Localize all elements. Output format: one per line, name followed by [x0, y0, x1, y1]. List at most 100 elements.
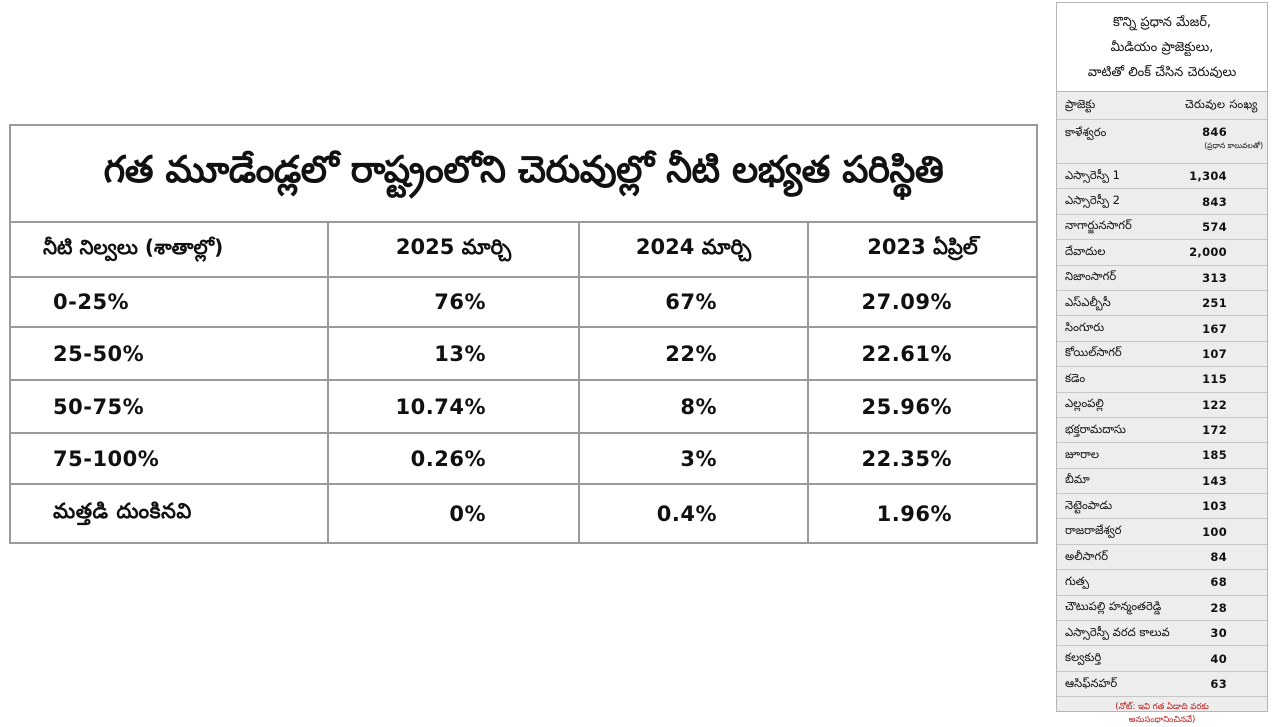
- project-name: బీమా: [1065, 472, 1090, 487]
- value-2025: 10.74%: [329, 381, 580, 432]
- value-2023: 22.61%: [861, 341, 952, 366]
- lake-count: 115: [1202, 372, 1227, 387]
- lake-count: 30: [1210, 626, 1227, 641]
- list-item: నిజాంసాగర్ 313: [1057, 266, 1267, 291]
- value-2023: 25.96%: [861, 394, 952, 419]
- project-name: కడెం: [1065, 370, 1086, 385]
- lake-count: 40: [1210, 651, 1227, 666]
- list-item: ఎస్ఎల్బీసీ 251: [1057, 291, 1267, 317]
- value-2024: 3%: [580, 434, 809, 483]
- project-name: సింగూరు: [1065, 320, 1105, 335]
- project-name: భక్తరామదాసు: [1065, 421, 1126, 436]
- lake-count: 84: [1210, 550, 1227, 565]
- row-label: 25-50%: [11, 328, 329, 379]
- value-2025: 0.26%: [329, 434, 580, 483]
- side-title-line: మీడియం ప్రాజెక్టులు,: [1110, 39, 1214, 55]
- lake-count: 143: [1202, 473, 1227, 488]
- project-name: నెట్టెంపాడు: [1065, 497, 1113, 512]
- lake-count: 68: [1210, 575, 1227, 590]
- project-name: నిజాంసాగర్: [1065, 269, 1117, 284]
- project-name: దేవాదుల: [1065, 243, 1106, 258]
- list-item: ఎస్సారెస్పీ 2 843: [1057, 189, 1267, 215]
- list-item: కల్వకుర్తి 40: [1057, 646, 1267, 672]
- table-title: గత మూడేండ్లలో రాష్ట్రంలోని చెరువుల్లో నీ…: [11, 126, 1036, 223]
- table-row: మత్తడి దుంకినవి 0% 0.4% 1.96%: [11, 485, 1036, 542]
- lake-count: 172: [1202, 423, 1227, 438]
- project-name: ఎస్సారెస్పీ 2: [1065, 193, 1120, 208]
- side-panel-header: ప్రాజెక్టు చెరువుల సంఖ్య: [1057, 92, 1267, 120]
- header-2024-march: 2024 మార్చి: [580, 223, 809, 276]
- header-2025-march: 2025 మార్చి: [329, 223, 580, 276]
- project-name: ఎస్ఎల్బీసీ: [1065, 294, 1111, 309]
- lake-count: 103: [1202, 499, 1227, 514]
- project-name: ఎస్సారెస్పీ వరద కాలువ: [1065, 624, 1170, 639]
- lake-count: 1,304: [1189, 169, 1227, 184]
- project-name: కాళేశ్వరం: [1065, 125, 1107, 139]
- project-name: రాజరాజేశ్వర: [1065, 523, 1122, 538]
- project-name: ఎస్సారెస్పీ 1: [1065, 167, 1120, 182]
- header-lake-count: చెరువుల సంఖ్య: [1185, 97, 1258, 111]
- project-name: కోయిల్‌సాగర్: [1065, 345, 1122, 360]
- table-row: 75-100% 0.26% 3% 22.35%: [11, 434, 1036, 485]
- value-2024: 22%: [580, 328, 809, 379]
- project-name: జూరాల: [1065, 446, 1100, 461]
- value-2024: 0.4%: [580, 485, 809, 542]
- lake-count: 185: [1202, 448, 1227, 463]
- side-title-line: వాటితో లింక్ చేసిన చెరువులు: [1087, 64, 1237, 80]
- project-name: ఆసిఫ్‌నహర్: [1065, 675, 1118, 690]
- project-name: గుత్ప: [1065, 573, 1090, 588]
- lake-count: 843: [1202, 194, 1227, 209]
- value-2025: 13%: [329, 328, 580, 379]
- list-item: కోయిల్‌సాగర్ 107: [1057, 342, 1267, 368]
- header-2023-april: 2023 ఏప్రిల్: [867, 234, 978, 259]
- side-panel-title: కొన్ని ప్రధాన మేజర్, మీడియం ప్రాజెక్టులు…: [1057, 3, 1267, 92]
- row-label: మత్తడి దుంకినవి: [11, 485, 329, 542]
- lake-count: 313: [1202, 270, 1227, 285]
- list-item: చౌటుపల్లి హన్మంతరెడ్డి 28: [1057, 596, 1267, 622]
- header-project: ప్రాజెక్టు: [1065, 97, 1096, 111]
- list-item: ఎస్సారెస్పీ 1 1,304: [1057, 164, 1267, 190]
- row-label: 75-100%: [11, 434, 329, 483]
- note-line: (నోట్: ఇవి గత ఏడాది వరకు: [1115, 702, 1209, 713]
- count-note: (ప్రధాన కాలువలతో): [1204, 141, 1263, 150]
- note-line: అనుసంధానించినవే): [1128, 715, 1196, 726]
- projects-side-panel: కొన్ని ప్రధాన మేజర్, మీడియం ప్రాజెక్టులు…: [1056, 2, 1268, 725]
- value-2023: 22.35%: [861, 446, 952, 471]
- table-row: 25-50% 13% 22% 22.61%: [11, 328, 1036, 381]
- table-row: 0-25% 76% 67% 27.09%: [11, 278, 1036, 328]
- project-name: అలీసాగర్: [1065, 548, 1109, 563]
- lake-count: 63: [1210, 677, 1227, 691]
- list-item: సింగూరు 167: [1057, 316, 1267, 342]
- lake-count: 2,000: [1189, 245, 1227, 260]
- list-item: ఆసిఫ్‌నహర్ 63: [1057, 672, 1267, 698]
- lake-count: 100: [1202, 524, 1227, 539]
- table-row: 50-75% 10.74% 8% 25.96%: [11, 381, 1036, 434]
- lake-count: 574: [1202, 219, 1227, 234]
- header-storage-percent: నీటి నిల్వలు (శాతాల్లో): [11, 223, 329, 276]
- lake-count: 107: [1202, 346, 1227, 361]
- water-availability-table: గత మూడేండ్లలో రాష్ట్రంలోని చెరువుల్లో నీ…: [9, 124, 1038, 544]
- list-item: నెట్టెంపాడు 103: [1057, 494, 1267, 520]
- list-item: రాజరాజేశ్వర 100: [1057, 519, 1267, 545]
- project-name: ఎల్లంపల్లి: [1065, 396, 1104, 411]
- table-header-row: నీటి నిల్వలు (శాతాల్లో) 2025 మార్చి 2024…: [11, 223, 1036, 278]
- list-item: కాళేశ్వరం 846 (ప్రధాన కాలువలతో): [1057, 120, 1267, 164]
- list-item: ఎల్లంపల్లి 122: [1057, 393, 1267, 418]
- list-item: ఎస్సారెస్పీ వరద కాలువ 30: [1057, 621, 1267, 647]
- list-item: బీమా 143: [1057, 469, 1267, 495]
- row-label: 0-25%: [11, 278, 329, 326]
- value-2023: 27.09%: [861, 290, 952, 314]
- lake-count: 28: [1210, 600, 1227, 615]
- list-item: అలీసాగర్ 84: [1057, 545, 1267, 571]
- list-item: దేవాదుల 2,000: [1057, 240, 1267, 266]
- lake-count: 846: [1202, 125, 1227, 139]
- project-name: కల్వకుర్తి: [1065, 650, 1102, 665]
- value-2023: 1.96%: [876, 501, 952, 526]
- side-panel-list: ఎస్సారెస్పీ 1 1,304 ఎస్సారెస్పీ 2 843 నాగార్…: [1057, 164, 1267, 698]
- lake-count: 251: [1202, 296, 1227, 311]
- row-label: 50-75%: [11, 381, 329, 432]
- list-item: భక్తరామదాసు 172: [1057, 418, 1267, 444]
- side-panel-note: (నోట్: ఇవి గత ఏడాది వరకు అనుసంధానించినవే…: [1057, 697, 1267, 727]
- list-item: జూరాల 185: [1057, 443, 1267, 469]
- project-name: నాగార్జునసాగర్: [1065, 218, 1132, 233]
